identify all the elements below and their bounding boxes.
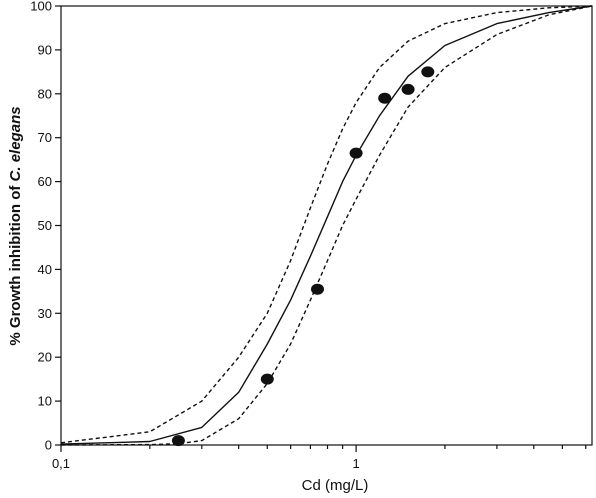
y-tick-label: 60 — [38, 174, 52, 189]
y-tick-label: 10 — [38, 394, 52, 409]
plot-area — [60, 5, 593, 447]
data-point — [171, 435, 185, 447]
y-tick-label: 80 — [38, 86, 52, 101]
y-tick-label: 50 — [38, 218, 52, 233]
y-tick-label: 0 — [45, 438, 52, 453]
fitted-curve — [60, 5, 593, 445]
data-point — [260, 373, 274, 385]
data-point — [311, 283, 324, 295]
data-point — [378, 92, 392, 104]
y-axis-title-text: % Growth inhibition of — [7, 181, 24, 345]
y-tick-label: 100 — [30, 0, 52, 14]
y-tick-label: 30 — [38, 306, 52, 321]
y-tick-label: 70 — [38, 130, 52, 145]
axes: 0 10 20 30 40 50 60 70 80 90 100 0,1 1 — [30, 0, 593, 471]
data-point — [421, 66, 435, 78]
x-tick-label: 0,1 — [52, 456, 70, 471]
x-tick-label: 1 — [352, 456, 359, 471]
data-point — [349, 147, 363, 159]
lower-confidence-curve — [60, 5, 593, 446]
upper-confidence-curve — [60, 5, 593, 444]
plot-frame — [60, 5, 593, 446]
data-point — [401, 83, 415, 95]
y-axis-title-species: C. elegans — [7, 106, 24, 181]
y-axis-title: % Growth inhibition of C. elegans — [7, 106, 24, 345]
y-tick-label: 20 — [38, 350, 52, 365]
y-tick-label: 90 — [38, 42, 52, 57]
x-axis-title: Cd (mg/L) — [302, 477, 369, 494]
y-tick-label: 40 — [38, 262, 52, 277]
